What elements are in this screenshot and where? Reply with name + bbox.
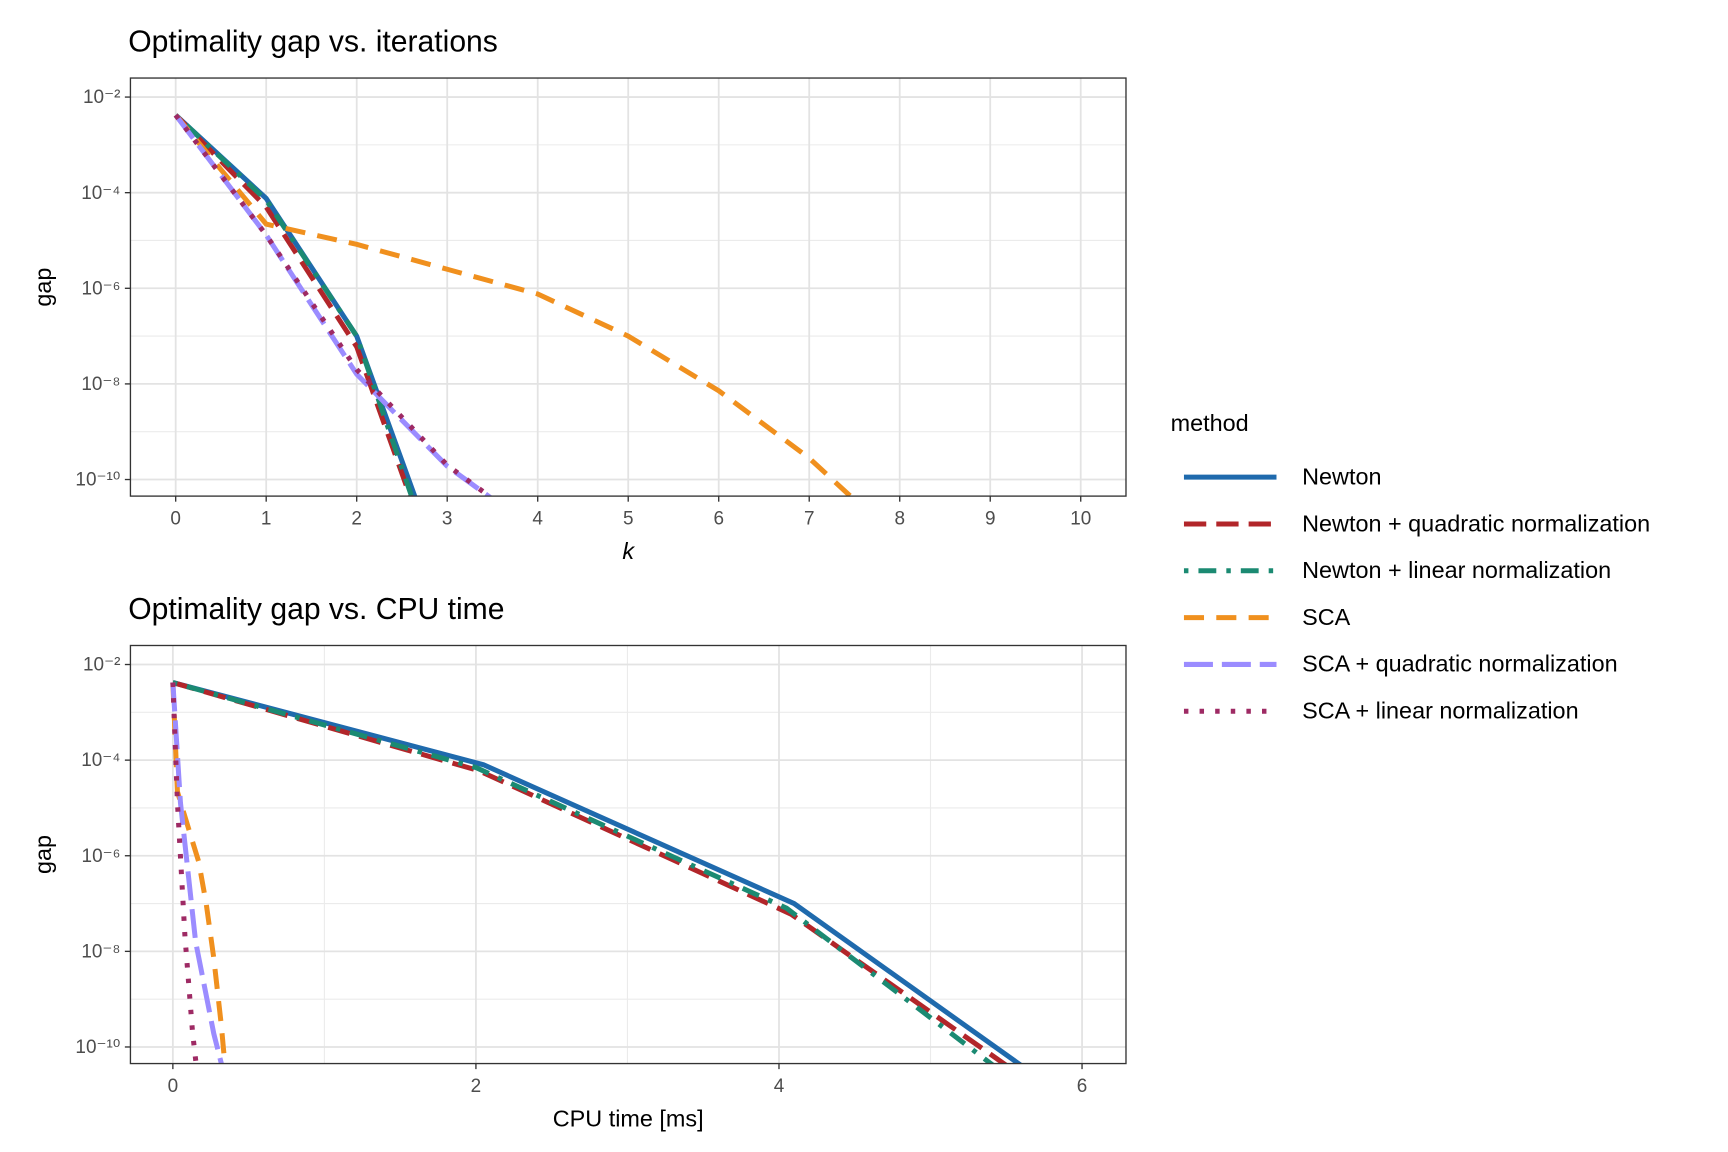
legend-label: Newton + quadratic normalization xyxy=(1302,510,1650,536)
y-tick-label: 10⁻¹⁰ xyxy=(75,1037,120,1058)
y-tick-label: 10⁻⁸ xyxy=(81,374,120,395)
x-axis-title: k xyxy=(622,538,635,564)
panel-background xyxy=(130,645,1126,1064)
legend-label: Newton + linear normalization xyxy=(1302,557,1611,583)
x-tick-label: 3 xyxy=(442,509,453,530)
legend-title: method xyxy=(1171,410,1249,436)
y-axis-title: gap xyxy=(30,268,56,307)
x-tick-label: 4 xyxy=(532,509,543,530)
x-tick-label: 9 xyxy=(985,509,996,530)
panel-border xyxy=(129,77,1127,497)
chart-title: Optimality gap vs. CPU time xyxy=(128,593,504,626)
panel-border xyxy=(129,644,1127,1065)
x-tick-label: 7 xyxy=(804,509,815,530)
series-line xyxy=(173,113,413,497)
y-tick-label: 10⁻² xyxy=(83,655,120,676)
x-tick-label: 1 xyxy=(261,509,272,530)
series-line xyxy=(172,680,1023,1064)
x-tick-label: 2 xyxy=(471,1076,482,1097)
x-tick-label: 10 xyxy=(1070,509,1091,530)
x-tick-label: 6 xyxy=(713,509,724,530)
series-line xyxy=(173,113,855,497)
y-tick-label: 10⁻⁴ xyxy=(81,750,120,771)
series-line xyxy=(170,682,199,1064)
x-tick-label: 0 xyxy=(170,509,181,530)
y-tick-label: 10⁻⁸ xyxy=(81,941,120,962)
y-tick-label: 10⁻⁶ xyxy=(82,846,121,867)
legend-label: SCA + linear normalization xyxy=(1302,698,1578,724)
chart-title: Optimality gap vs. iterations xyxy=(128,25,498,58)
y-tick-label: 10⁻¹⁰ xyxy=(75,470,120,491)
x-tick-label: 4 xyxy=(774,1076,785,1097)
legend-label: SCA + quadratic normalization xyxy=(1302,651,1618,677)
x-tick-label: 6 xyxy=(1077,1076,1088,1097)
y-tick-label: 10⁻² xyxy=(83,87,120,108)
series-line xyxy=(172,680,1009,1064)
series-line xyxy=(173,113,494,497)
x-tick-label: 5 xyxy=(623,509,634,530)
legend-label: SCA xyxy=(1302,604,1351,630)
x-tick-label: 2 xyxy=(351,509,362,530)
y-tick-label: 10⁻⁴ xyxy=(81,183,120,204)
series-line xyxy=(172,680,995,1064)
plot-lines xyxy=(173,113,855,497)
legend-label: Newton xyxy=(1302,463,1381,489)
plot-lines xyxy=(170,680,1023,1064)
x-tick-label: 8 xyxy=(894,509,905,530)
y-axis-title: gap xyxy=(30,835,56,874)
series-line xyxy=(173,113,415,497)
x-tick-label: 0 xyxy=(168,1076,179,1097)
series-line xyxy=(173,113,493,497)
x-axis-title: CPU time [ms] xyxy=(553,1106,704,1132)
y-tick-label: 10⁻⁶ xyxy=(82,278,121,299)
